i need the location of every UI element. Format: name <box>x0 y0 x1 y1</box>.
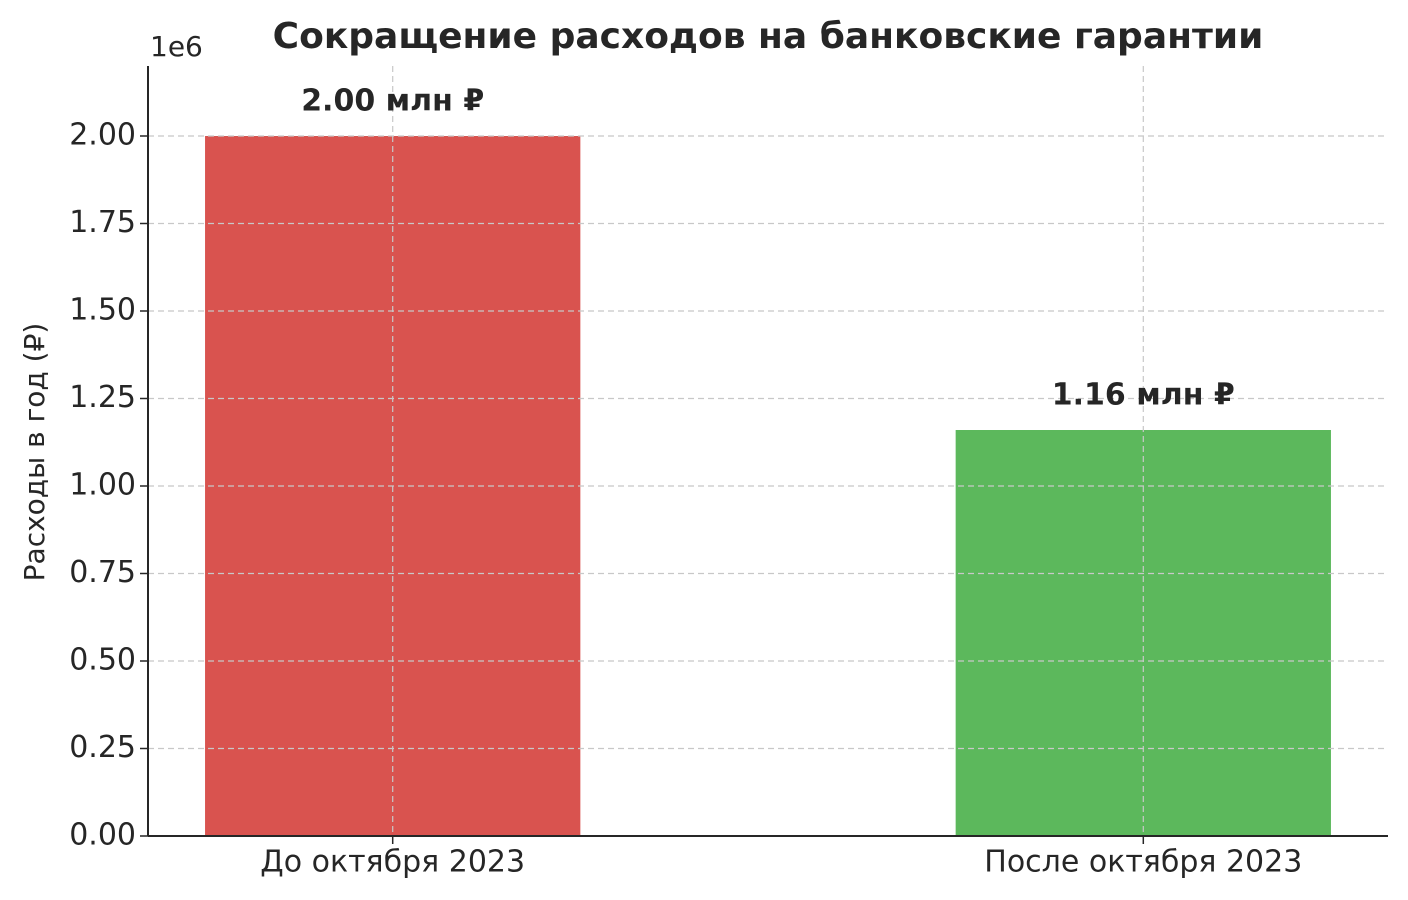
y-tick-label: 1.75 <box>69 205 136 240</box>
value-label: 2.00 млн ₽ <box>301 84 484 119</box>
y-axis-label: Расходы в год (₽) <box>18 323 51 582</box>
x-tick-label: До октября 2023 <box>260 845 525 880</box>
y-tick-label: 0.25 <box>69 730 136 765</box>
y-tick-label: 0.00 <box>69 818 136 853</box>
y-tick-label: 1.00 <box>69 468 136 503</box>
y-tick-label: 1.25 <box>69 380 136 415</box>
chart-title: Сокращение расходов на банковские гарант… <box>273 16 1264 57</box>
y-offset-label: 1e6 <box>150 30 203 63</box>
x-tick-label: После октября 2023 <box>984 845 1302 880</box>
value-label: 1.16 млн ₽ <box>1052 378 1235 413</box>
y-tick-label: 0.75 <box>69 555 136 590</box>
y-tick-label: 0.50 <box>69 643 136 678</box>
y-tick-label: 1.50 <box>69 293 136 328</box>
y-tick-label: 2.00 <box>69 118 136 153</box>
